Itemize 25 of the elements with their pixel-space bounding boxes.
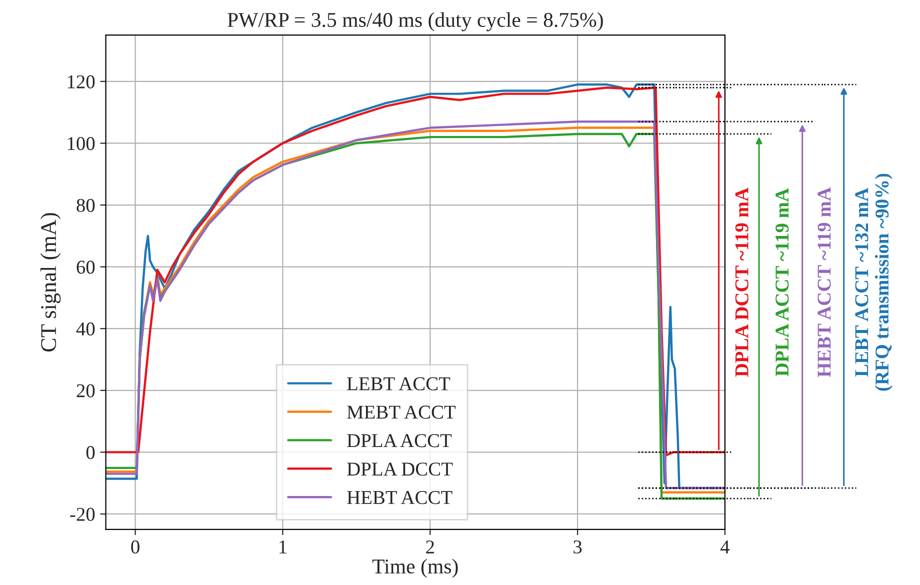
chart-title: PW/RP = 3.5 ms/40 ms (duty cycle = 8.75%) [228,12,603,32]
y-tick-label: 80 [76,198,95,212]
text: HEBT ACCT ~119 mA [818,187,831,378]
x-axis-title: Time (ms) [372,558,458,578]
y-tick-label: 60 [76,260,95,274]
legend-label: HEBT ACCT [347,491,452,504]
text: LEBT ACCT ~132 mA (RFQ transmission ~90%) [855,174,893,391]
legend-label: DPLA DCCT [347,462,453,476]
y-tick-label: 100 [68,137,95,150]
y-tick-label: 40 [76,322,95,336]
y-tick-label: 120 [68,75,95,88]
y-axis-title: CT signal (mA) [40,213,61,352]
x-tick-label: 2 [426,540,434,554]
x-tick-label: 1 [280,540,286,554]
legend-label: MEBT ACCT [347,406,456,419]
x-tick-label: 3 [574,540,582,554]
text: DPLA DCCT ~119 mA [735,188,748,377]
x-tick-label: 0 [131,540,140,554]
y-tick-label: 0 [86,446,95,460]
legend-label: DPLA ACCT [347,434,452,448]
y-tick-label: -20 [70,508,95,521]
legend-label: LEBT ACCT [347,377,450,390]
x-tick-label: 4 [720,540,730,554]
y-tick-label: 20 [76,384,95,398]
text: DPLA ACCT ~119 mA [776,188,789,376]
